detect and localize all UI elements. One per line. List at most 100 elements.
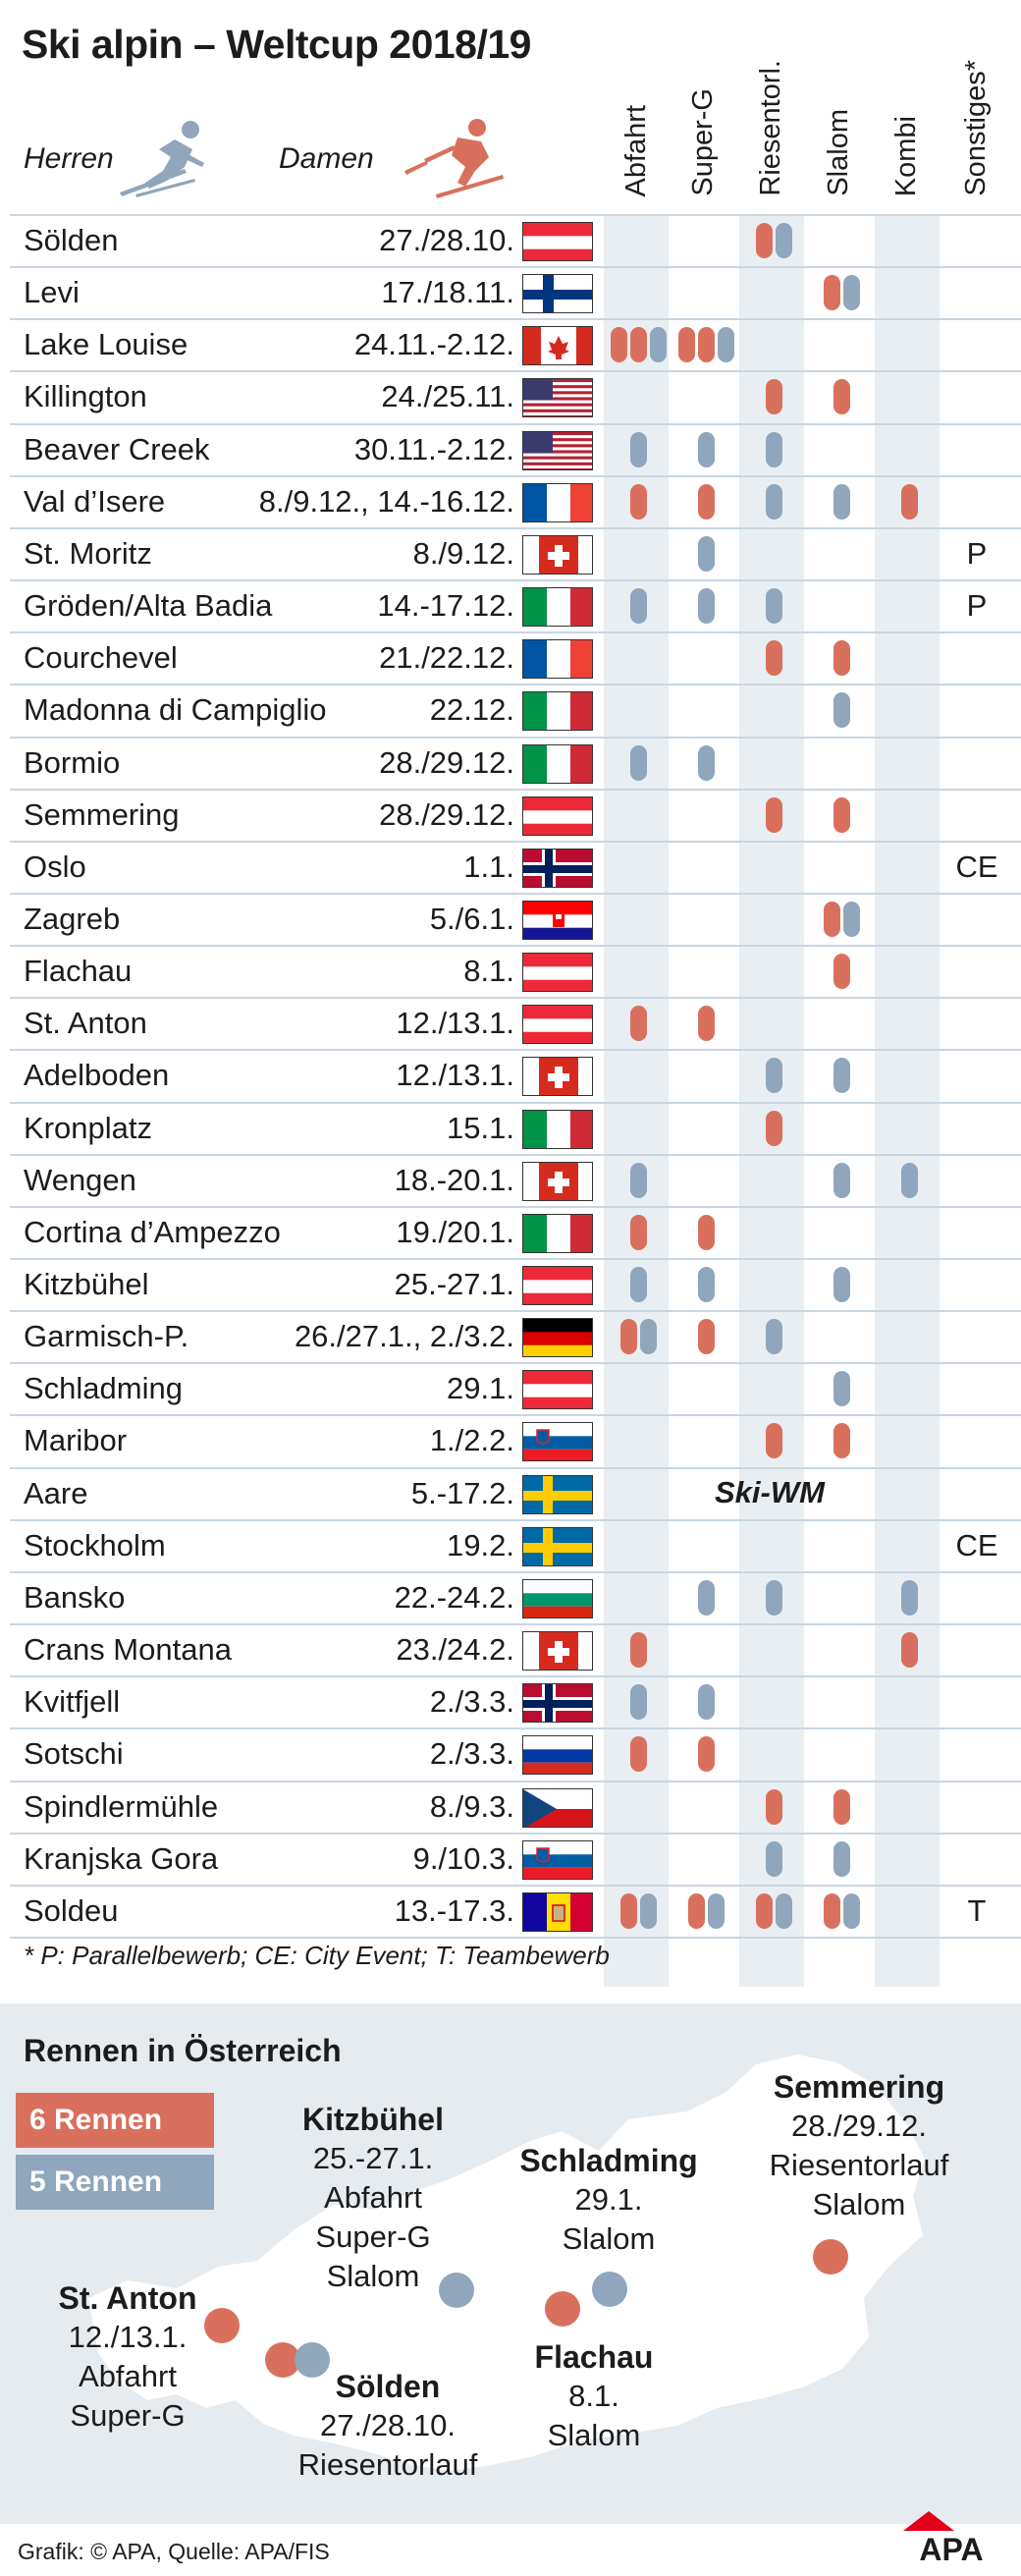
flag-at-icon [522,795,593,836]
venue-name: Lake Louise [24,327,188,362]
row-divider [10,736,1021,739]
venue-name: Stockholm [24,1527,166,1562]
herren-race-marker [842,901,860,937]
damen-race-marker [833,796,850,833]
flag-no-icon [522,848,593,888]
flag-fr-icon [522,482,593,522]
damen-race-marker [629,1006,647,1042]
venue-name: Soldeu [24,1892,119,1928]
venue-name: Val d’Isere [24,483,166,519]
flag-bg-icon [522,1578,593,1618]
herren-race-marker [842,275,860,311]
venue-name: Wengen [24,1162,136,1197]
race-date: 26./27.1., 2./3.2. [294,1319,514,1354]
austria-section-title: Rennen in Österreich [24,2033,342,2068]
row-divider [10,474,1021,477]
race-date: 13.-17.3. [394,1892,514,1928]
herren-race-marker [900,1579,918,1616]
herren-race-marker [629,744,647,781]
venue-name: Adelboden [24,1058,170,1093]
flag-ru-icon [522,1735,593,1776]
herren-race-marker [765,1840,782,1877]
table-row: Sotschi 2./3.3. [0,1727,1021,1780]
herren-race-marker [842,1892,860,1929]
herren-race-marker [833,1162,850,1198]
flag-fr-icon [522,639,593,680]
venue-name: St. Anton [24,1006,147,1041]
flag-us-icon [522,378,593,418]
table-row: Kranjska Gora 9./10.3. [0,1832,1021,1885]
table-row: Bormio 28./29.12. [0,736,1021,789]
damen-race-marker [629,327,647,363]
race-date: 21./22.12. [379,640,514,676]
city-kitzbuehel: Kitzbühel 25.-27.1. Abfahrt Super-G Slal… [302,2102,444,2293]
table-row: Sölden 27./28.10. [0,214,1021,266]
table-row: Oslo 1.1. CE [0,840,1021,893]
venue-name: Gröden/Alta Badia [24,588,273,624]
row-divider [10,1623,1021,1626]
table-row: St. Moritz 8./9.12. P [0,526,1021,579]
race-date: 27./28.10. [379,223,514,257]
damen-race-marker [833,1788,850,1825]
table-row: Adelboden 12./13.1. [0,1049,1021,1101]
venue-name: Bansko [24,1579,126,1615]
row-divider [10,1518,1021,1521]
venue-name: Garmisch-P. [24,1319,189,1354]
flag-at-icon [522,953,593,993]
damen-race-marker [765,1110,782,1146]
dot-flachau [545,2291,580,2327]
venue-name: Levi [24,275,80,310]
table-row: Stockholm 19.2. CE [0,1518,1021,1571]
row-divider [10,1414,1021,1417]
table-row: Zagreb 5./6.1. [0,892,1021,945]
female-skier-icon [404,119,504,198]
venue-name: Maribor [24,1423,128,1458]
race-date: 8.1. [463,954,514,989]
herren-race-marker [629,1684,647,1721]
race-date: 19./20.1. [396,1214,514,1249]
venue-name: Sölden [24,223,119,257]
venue-name: Killington [24,379,147,414]
race-date: 28./29.12. [379,796,514,832]
damen-race-marker [697,1006,715,1042]
herren-race-marker [833,692,850,729]
damen-race-marker [697,483,715,520]
race-date: 22.12. [429,692,514,728]
venue-name: Kvitfjell [24,1684,121,1720]
table-row: Crans Montana 23./24.2. [0,1623,1021,1675]
venue-name: Zagreb [24,901,121,936]
damen-label: Damen [279,142,374,175]
row-divider [10,1153,1021,1156]
race-date: 5.-17.2. [410,1475,514,1510]
damen-race-marker [823,901,840,937]
dot-semmering [813,2239,848,2275]
svg-text:APA: APA [919,2532,983,2564]
flag-se-icon [522,1474,593,1514]
table-row: St. Anton 12./13.1. [0,997,1021,1049]
row-divider [10,1049,1021,1052]
race-date: 5./6.1. [429,901,514,936]
row-divider [10,266,1021,269]
table-row: Bansko 22.-24.2. [0,1570,1021,1623]
damen-race-marker [687,1892,705,1929]
city-schladming: Schladming 29.1. Slalom [519,2143,698,2256]
race-date: 17./18.11. [381,275,514,310]
herren-race-marker [629,588,647,625]
table-row: Soldeu 13.-17.3. T [0,1884,1021,1937]
herren-race-marker [833,1058,850,1094]
herren-race-marker [707,1892,725,1929]
damen-race-marker [697,1319,715,1355]
apa-logo: APA [899,2509,1003,2567]
row-divider [10,788,1021,791]
venue-name: Beaver Creek [24,431,210,466]
race-date: 1.1. [463,849,514,884]
flag-si-icon [522,1422,593,1462]
herren-race-marker [833,483,850,520]
table-row: Semmering 28./29.12. [0,788,1021,841]
damen-race-marker [755,1892,773,1929]
table-row: Schladming 29.1. [0,1362,1021,1414]
row-divider [10,997,1021,1000]
table-row: Val d’Isere 8./9.12., 14.-16.12. [0,474,1021,527]
flag-ch-icon [522,1161,593,1201]
race-date: 12./13.1. [396,1058,514,1093]
